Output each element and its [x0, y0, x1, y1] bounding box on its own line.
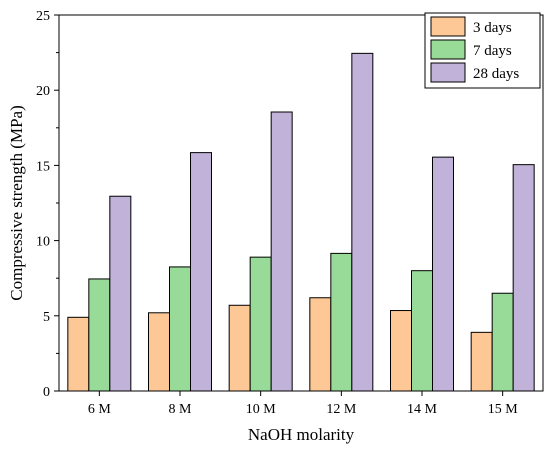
legend-label: 3 days	[473, 20, 512, 36]
bar-28-days-15-M	[512, 164, 535, 392]
y-tick-label: 0	[43, 385, 50, 400]
legend: 3 days 7 days 28 days	[424, 12, 541, 89]
bar-7-days-8-M	[169, 266, 191, 392]
x-tick-label: 6 M	[88, 402, 112, 417]
bar-7-days-15-M	[491, 292, 514, 392]
bar-28-days-8-M	[190, 152, 212, 392]
y-axis-title: Compressive strength (MPa)	[7, 105, 26, 300]
x-tick-label: 8 M	[169, 402, 193, 417]
legend-swatch	[430, 62, 466, 83]
y-tick-label: 15	[36, 159, 50, 174]
legend-swatch	[430, 16, 466, 37]
x-tick-label: 15 M	[488, 402, 519, 417]
x-tick-label: 10 M	[246, 402, 277, 417]
bar-7-days-12-M	[330, 252, 353, 392]
bar-3-days-10-M	[228, 304, 251, 392]
bar-7-days-14-M	[411, 270, 433, 392]
bar-28-days-12-M	[351, 52, 374, 392]
bar-3-days-6-M	[67, 316, 90, 392]
y-tick-label: 10	[36, 235, 50, 250]
bar-3-days-12-M	[309, 297, 332, 392]
bar-7-days-10-M	[249, 256, 272, 392]
y-tick-label: 25	[36, 9, 50, 24]
bar-3-days-15-M	[470, 331, 493, 392]
x-tick-label: 14 M	[407, 402, 438, 417]
y-axis: 0 5 10 15 20 25	[36, 9, 59, 400]
bar-3-days-14-M	[390, 310, 412, 392]
legend-swatch	[430, 39, 466, 60]
bar-28-days-6-M	[109, 195, 132, 392]
bars-group	[67, 52, 535, 392]
y-tick-label: 20	[36, 84, 50, 99]
bar-7-days-6-M	[88, 278, 111, 392]
x-axis-title: NaOH molarity	[248, 425, 355, 444]
bar-28-days-14-M	[432, 156, 454, 392]
x-axis: 6 M 8 M 10 M 12 M 14 M 15 M	[88, 391, 518, 417]
x-tick-label: 12 M	[326, 402, 357, 417]
bar-3-days-8-M	[148, 312, 170, 392]
legend-label: 28 days	[473, 66, 519, 82]
bar-28-days-10-M	[270, 111, 293, 392]
legend-label: 7 days	[473, 43, 512, 59]
y-tick-label: 5	[43, 310, 50, 325]
